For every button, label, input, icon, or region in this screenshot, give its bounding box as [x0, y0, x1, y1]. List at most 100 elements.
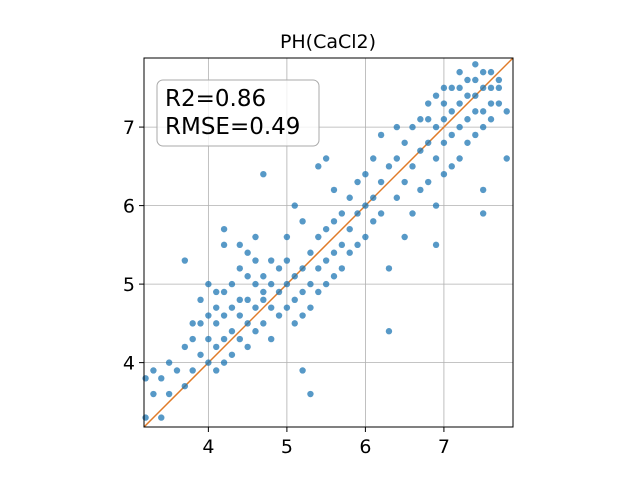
data-point — [181, 382, 189, 390]
data-point — [244, 249, 251, 256]
data-point — [377, 178, 385, 186]
data-point — [291, 273, 298, 280]
data-point — [503, 108, 510, 115]
data-point — [417, 186, 424, 194]
data-point — [354, 178, 361, 186]
data-point — [448, 108, 455, 115]
data-point — [189, 320, 196, 327]
data-point — [338, 210, 346, 217]
y-tick-label: 4 — [123, 353, 135, 375]
data-point — [158, 414, 165, 421]
data-point — [393, 123, 401, 131]
data-point — [213, 288, 220, 296]
data-point — [409, 210, 416, 217]
data-point — [385, 265, 393, 272]
stats-box: R2=0.86 RMSE=0.49 — [156, 79, 320, 147]
data-point — [338, 241, 346, 249]
data-point — [464, 92, 471, 99]
data-point — [260, 273, 267, 280]
data-point — [401, 233, 408, 241]
data-point — [158, 375, 165, 382]
data-point — [275, 265, 283, 272]
data-point — [425, 178, 432, 186]
data-point — [197, 351, 204, 358]
data-point — [456, 155, 463, 162]
data-point — [440, 139, 448, 146]
data-point — [275, 312, 283, 319]
data-point — [456, 100, 463, 107]
data-point — [432, 92, 440, 99]
data-point — [456, 123, 463, 131]
data-point — [220, 288, 228, 296]
data-point — [150, 367, 157, 374]
data-point — [448, 131, 455, 139]
x-tick-label: 7 — [438, 436, 450, 458]
data-point — [252, 233, 259, 241]
data-point — [291, 202, 298, 209]
data-point — [322, 155, 330, 162]
data-point — [213, 343, 220, 351]
reference-line-layer — [143, 57, 514, 428]
data-point — [260, 170, 267, 178]
data-point — [142, 414, 149, 421]
data-point — [472, 92, 479, 99]
data-point — [213, 367, 220, 374]
data-point — [456, 68, 463, 76]
data-point — [291, 320, 298, 327]
data-point — [142, 375, 149, 382]
data-point — [307, 304, 314, 311]
x-tick-label: 6 — [359, 436, 371, 458]
r2-label: R2=0.86 — [165, 86, 266, 112]
data-point — [165, 359, 173, 366]
data-point — [244, 320, 251, 327]
data-point — [409, 123, 416, 131]
data-point — [173, 367, 181, 374]
data-point — [244, 273, 251, 280]
data-point — [236, 241, 243, 249]
data-point — [315, 265, 322, 272]
data-point — [197, 296, 204, 304]
data-point — [417, 116, 424, 123]
data-point — [299, 288, 306, 296]
identity-line — [143, 57, 514, 428]
data-point — [472, 61, 479, 68]
y-tick-label: 5 — [123, 274, 135, 296]
data-point — [228, 304, 236, 311]
data-point — [205, 335, 212, 343]
data-point — [330, 186, 338, 194]
data-point — [417, 147, 424, 154]
data-point — [275, 288, 283, 296]
data-point — [464, 116, 471, 123]
data-point — [267, 304, 275, 311]
data-point — [487, 116, 495, 123]
data-point — [244, 296, 251, 304]
data-point — [479, 186, 487, 194]
data-point — [252, 304, 259, 311]
data-point — [440, 100, 448, 107]
data-point — [267, 335, 275, 343]
data-point — [213, 320, 220, 327]
data-point — [189, 335, 196, 343]
data-point — [370, 155, 377, 162]
data-point — [479, 123, 487, 131]
rmse-label: RMSE=0.49 — [165, 114, 300, 140]
data-point — [205, 359, 212, 366]
data-point — [362, 233, 369, 241]
data-point — [377, 131, 385, 139]
axis-ticks: 4 5 6 7 4 5 6 7 — [123, 117, 450, 458]
data-point — [440, 116, 448, 123]
data-point — [299, 265, 306, 272]
data-point — [267, 280, 275, 288]
data-point — [189, 367, 196, 374]
data-point — [448, 163, 455, 170]
data-point — [307, 249, 314, 256]
data-point — [362, 202, 369, 209]
data-point — [346, 249, 353, 256]
data-point — [252, 328, 259, 335]
data-point — [432, 202, 440, 209]
data-point — [228, 328, 236, 335]
data-point — [425, 100, 432, 107]
data-point — [283, 257, 291, 264]
data-point — [487, 68, 495, 76]
data-point — [150, 390, 157, 398]
